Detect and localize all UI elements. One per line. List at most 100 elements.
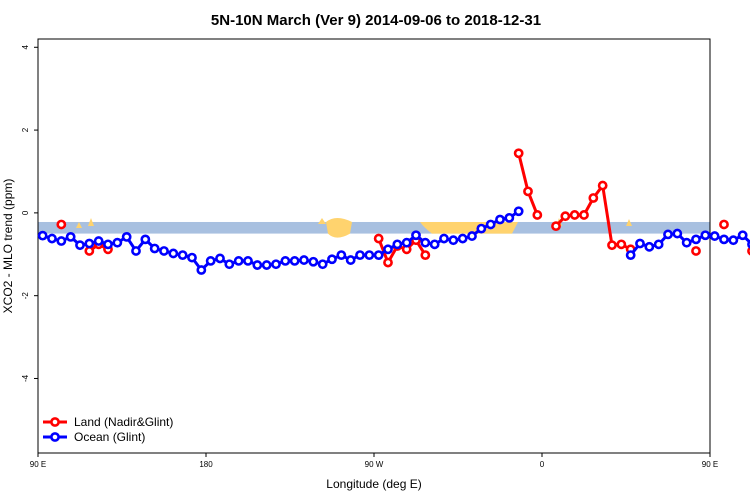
data-point (607, 240, 617, 251)
y-axis: 4 2 0 -2 -4 (21, 45, 38, 382)
data-point (224, 259, 235, 270)
data-point (280, 256, 291, 266)
data-point (476, 223, 487, 234)
land-mask-shape (326, 217, 352, 238)
data-point (523, 186, 533, 197)
legend-label: Land (Nadir&Glint) (74, 415, 173, 429)
data-point (187, 252, 197, 263)
data-point (597, 180, 608, 191)
x-axis-label: Longitude (deg E) (326, 477, 421, 491)
x-tick-label: 0 (540, 460, 545, 469)
data-point (299, 255, 309, 265)
data-point (635, 238, 645, 249)
data-point (243, 256, 253, 266)
data-point (691, 234, 701, 245)
data-point (47, 233, 57, 244)
data-point (177, 250, 188, 261)
y-tick-label: 0 (21, 210, 30, 215)
data-point (513, 206, 524, 217)
data-point (457, 233, 468, 244)
data-point (121, 231, 132, 242)
data-point (75, 240, 85, 251)
y-tick-label: 4 (21, 45, 30, 50)
data-point (560, 211, 571, 222)
data-point (84, 238, 95, 249)
x-tick-label: 90 E (30, 460, 46, 469)
x-tick-label: 90 E (702, 460, 718, 469)
data-point (84, 246, 95, 256)
series-line (517, 152, 539, 216)
land-mask-shape (88, 217, 94, 226)
data-point (532, 210, 543, 220)
data-point (56, 236, 67, 246)
data-point (588, 193, 599, 203)
data-point (663, 229, 673, 240)
data-point (644, 241, 655, 252)
data-point (149, 243, 160, 254)
data-point (373, 233, 384, 244)
legend-marker (50, 432, 60, 442)
data-point (112, 237, 123, 248)
data-point (65, 231, 76, 242)
data-point (420, 250, 431, 261)
data-point (196, 265, 207, 275)
y-tick-label: 2 (21, 127, 30, 132)
reference-band-rect (38, 221, 710, 234)
data-point (383, 244, 393, 255)
data-point (485, 219, 496, 230)
y-tick-label: -4 (21, 374, 30, 382)
x-tick-label: 180 (199, 460, 213, 469)
data-point (625, 250, 636, 261)
data-point (616, 239, 627, 250)
land-mask-shape (76, 221, 82, 228)
legend-label: Ocean (Glint) (74, 430, 145, 444)
y-tick-label: -2 (21, 292, 30, 300)
data-point (569, 210, 580, 220)
data-point (233, 256, 244, 266)
x-tick-label: 90 W (365, 460, 384, 469)
data-point (37, 230, 48, 241)
data-point (439, 233, 449, 244)
data-point (364, 250, 375, 261)
series-layer (37, 148, 750, 275)
data-point (131, 246, 141, 256)
data-point (205, 256, 216, 266)
data-point (653, 239, 664, 250)
data-point (327, 254, 337, 265)
land-mask-shape (318, 217, 326, 224)
data-point (168, 248, 179, 259)
data-point (672, 228, 683, 239)
data-point (383, 257, 393, 268)
data-point (448, 235, 459, 246)
data-point (159, 246, 169, 256)
data-point (429, 239, 440, 250)
data-point (681, 237, 692, 248)
data-point (215, 253, 225, 264)
data-point (355, 250, 365, 261)
reference-band (38, 221, 710, 234)
data-point (401, 237, 412, 248)
data-point (495, 214, 505, 225)
data-point (308, 256, 319, 267)
data-point (691, 246, 701, 256)
legend-marker (50, 417, 60, 427)
data-point (700, 230, 711, 241)
data-point (140, 234, 151, 245)
data-point (719, 234, 729, 245)
data-point (289, 256, 300, 266)
land-mask-shape (626, 218, 632, 226)
data-point (271, 259, 281, 270)
data-point (551, 221, 561, 232)
y-axis-label: XCO2 - MLO trend (ppm) (1, 179, 15, 314)
data-point (420, 237, 431, 248)
data-point (504, 212, 515, 223)
data-point (103, 239, 113, 250)
data-point (513, 148, 524, 159)
data-point (392, 239, 403, 250)
data-point (345, 255, 356, 265)
data-point (411, 230, 421, 241)
data-point (719, 219, 729, 230)
data-point (737, 230, 748, 241)
series-ocean-glint (37, 206, 750, 275)
